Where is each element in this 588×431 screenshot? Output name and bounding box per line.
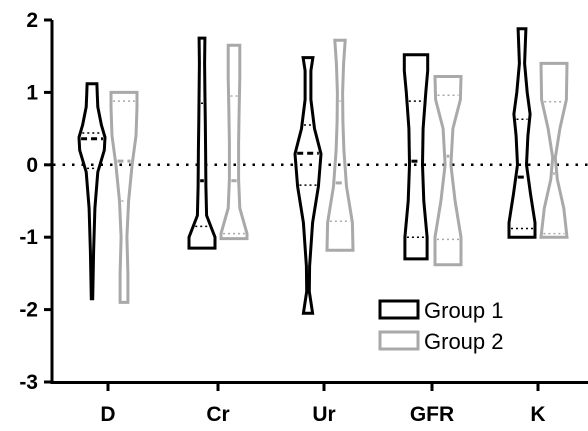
- legend-swatch-group-1: [378, 299, 420, 320]
- violin-1-cr: [187, 36, 217, 250]
- violin-outline: [293, 56, 323, 315]
- y-axis: -3 -2 -1 0 1 2: [19, 9, 54, 394]
- x-tick-label: GFR: [410, 403, 454, 426]
- violin-outline: [539, 61, 569, 239]
- violin-outline: [109, 90, 139, 304]
- x-axis: D Cr Ur GFR K: [50, 381, 588, 426]
- x-tick-label: Cr: [206, 403, 229, 426]
- violin-2-gfr: [433, 75, 463, 267]
- violin-outline: [77, 82, 107, 301]
- x-tick-label: K: [530, 403, 545, 426]
- legend-label-group-1: Group 1: [424, 298, 504, 323]
- violins: [77, 27, 569, 315]
- x-ticks: D Cr Ur GFR K: [100, 383, 546, 426]
- legend-swatch-group-2: [378, 330, 420, 351]
- violin-2-cr: [219, 43, 249, 241]
- violin-1-gfr: [402, 53, 430, 261]
- y-tick-label: -1: [19, 226, 38, 249]
- violin-outline: [219, 43, 249, 241]
- violin-1-d: [77, 82, 107, 301]
- legend: Group 1 Group 2: [378, 298, 504, 354]
- violin-outline: [402, 53, 430, 261]
- x-tick-label: D: [100, 403, 115, 426]
- y-tick-label: 2: [26, 9, 38, 32]
- violin-outline: [325, 38, 355, 252]
- y-tick-label: -2: [19, 299, 38, 322]
- violin-outline: [187, 36, 217, 250]
- violin-2-ur: [325, 38, 355, 252]
- violin-2-k: [539, 61, 569, 239]
- violin-outline: [433, 75, 463, 267]
- violin-2-d: [109, 90, 139, 304]
- violin-1-k: [507, 27, 537, 239]
- y-ticks: -3 -2 -1 0 1 2: [19, 9, 52, 394]
- y-tick-label: 0: [26, 154, 38, 177]
- y-tick-label: -3: [19, 371, 38, 394]
- violin-outline: [507, 27, 537, 239]
- y-tick-label: 1: [26, 81, 38, 104]
- violin-1-ur: [293, 56, 323, 315]
- x-tick-label: Ur: [312, 403, 335, 426]
- legend-label-group-2: Group 2: [424, 329, 504, 354]
